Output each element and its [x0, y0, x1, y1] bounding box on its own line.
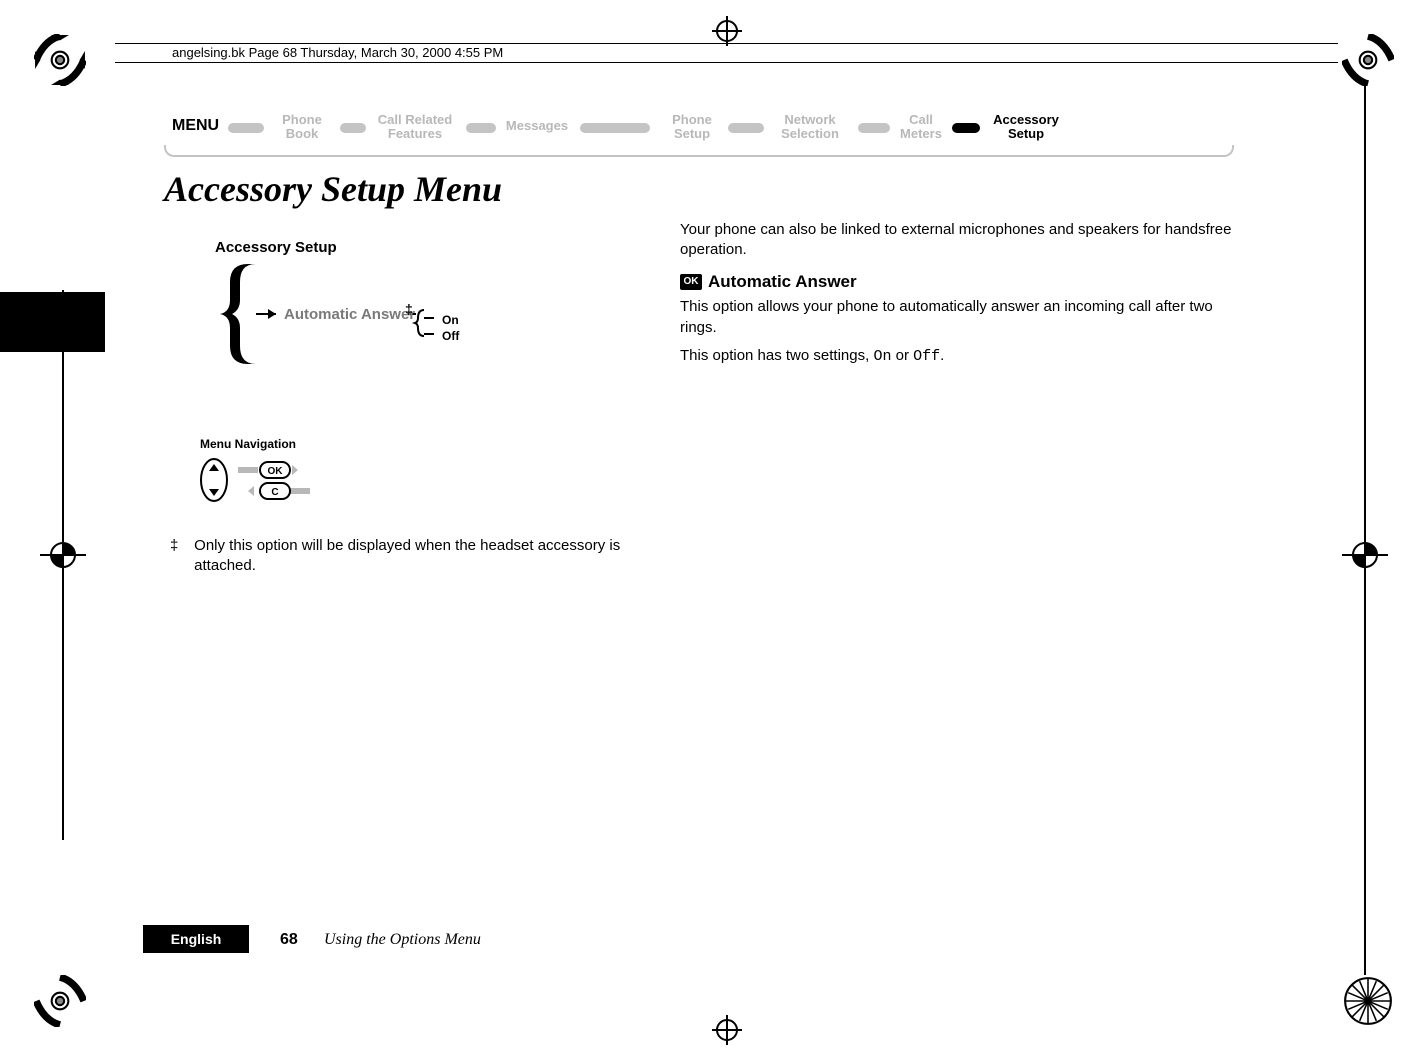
ok-tag-icon: OK [680, 274, 702, 290]
section-heading: OK Automatic Answer [680, 271, 1240, 294]
footer-page-number: 68 [280, 931, 298, 949]
crosshair-icon [712, 1015, 742, 1045]
menu-item-messages: Messages [492, 119, 582, 133]
crosshair-icon [712, 16, 742, 46]
registration-mark-icon [38, 530, 88, 580]
crop-medallion-icon [34, 975, 86, 1027]
nav-diagram: OK C [198, 455, 348, 505]
crop-line [62, 570, 64, 840]
crop-medallion-icon [34, 34, 86, 86]
footer-section-title: Using the Options Menu [324, 931, 481, 949]
menu-label: MENU [172, 117, 219, 135]
header-rule [115, 43, 1338, 44]
menu-item-phone-book: PhoneBook [262, 113, 342, 142]
footnote: ‡ Only this option will be displayed whe… [170, 536, 650, 577]
menu-item-accessory-setup: AccessorySetup [976, 113, 1076, 142]
tree-title: Accessory Setup [215, 239, 337, 256]
paragraph: This option has two settings, On or Off. [680, 346, 1240, 367]
tree-option-on: On [442, 313, 459, 327]
registration-mark-icon [1340, 530, 1390, 580]
header-filename: angelsing.bk Page 68 Thursday, March 30,… [168, 45, 507, 60]
menu-item-call-related: Call RelatedFeatures [360, 113, 470, 142]
page-title: Accessory Setup Menu [164, 168, 502, 210]
footnote-dagger: ‡ [170, 536, 190, 556]
menu-pill [580, 123, 650, 133]
svg-text:OK: OK [268, 466, 284, 477]
menu-item-call-meters: CallMeters [886, 113, 956, 142]
section-tab [0, 292, 105, 352]
body-text-column: Your phone can also be linked to externa… [680, 220, 1240, 375]
menu-item-phone-setup: PhoneSetup [652, 113, 732, 142]
menu-pill [728, 123, 764, 133]
footnote-text: Only this option will be displayed when … [194, 536, 644, 577]
menu-nav-title: Menu Navigation [200, 437, 296, 451]
paragraph: Your phone can also be linked to externa… [680, 220, 1240, 261]
tree-option-off: Off [442, 329, 459, 343]
heading-text: Automatic Answer [708, 271, 857, 294]
svg-text:C: C [271, 487, 278, 498]
menu-underline [164, 145, 1234, 157]
tree-item-label: Automatic Answer [284, 306, 415, 323]
tree-dagger: ‡ [405, 301, 413, 317]
footer-language: English [143, 925, 249, 953]
paragraph: This option allows your phone to automat… [680, 297, 1240, 338]
header-rule [115, 62, 1338, 63]
menu-pill [228, 123, 264, 133]
crop-medallion-icon [1342, 34, 1394, 86]
crop-medallion-icon [1342, 975, 1394, 1027]
menu-item-network: NetworkSelection [760, 113, 860, 142]
